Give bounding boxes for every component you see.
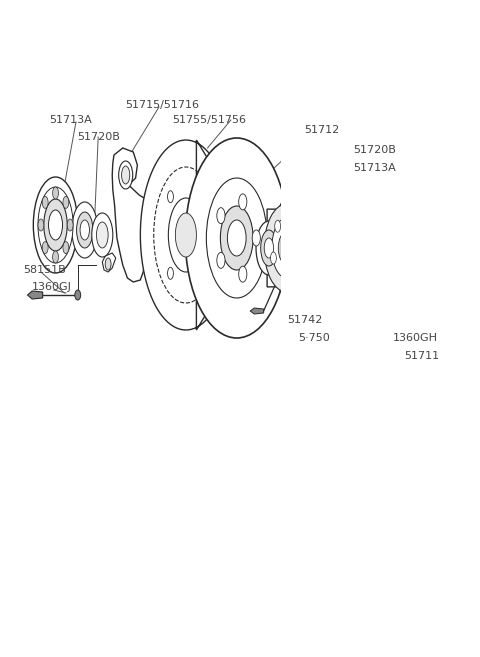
Text: 51755/51756: 51755/51756: [172, 115, 246, 125]
Ellipse shape: [96, 222, 108, 248]
Ellipse shape: [53, 187, 59, 199]
Ellipse shape: [67, 219, 73, 231]
Ellipse shape: [198, 267, 204, 279]
Ellipse shape: [217, 208, 225, 223]
Polygon shape: [102, 253, 116, 272]
Ellipse shape: [220, 206, 253, 270]
Ellipse shape: [121, 166, 130, 184]
Ellipse shape: [295, 226, 316, 270]
Ellipse shape: [44, 199, 67, 251]
Ellipse shape: [217, 252, 225, 268]
Ellipse shape: [261, 230, 277, 266]
Ellipse shape: [278, 232, 295, 264]
Text: 51720B: 51720B: [77, 132, 120, 142]
Polygon shape: [259, 193, 314, 303]
Ellipse shape: [72, 202, 97, 258]
Ellipse shape: [376, 243, 382, 253]
Polygon shape: [112, 148, 152, 282]
Ellipse shape: [53, 251, 59, 263]
Polygon shape: [250, 308, 264, 314]
Polygon shape: [140, 140, 225, 330]
Ellipse shape: [271, 252, 276, 264]
Ellipse shape: [324, 237, 335, 259]
Text: 51711: 51711: [405, 351, 440, 361]
Ellipse shape: [119, 161, 132, 189]
Text: 51742: 51742: [288, 315, 323, 325]
Text: 51713A: 51713A: [50, 115, 93, 125]
Ellipse shape: [105, 258, 111, 270]
Text: 1360GH: 1360GH: [393, 333, 438, 343]
Ellipse shape: [92, 213, 113, 257]
Ellipse shape: [33, 177, 78, 273]
Ellipse shape: [297, 249, 303, 261]
Ellipse shape: [319, 228, 340, 268]
Ellipse shape: [77, 212, 93, 248]
Ellipse shape: [239, 194, 247, 210]
Text: 51720B: 51720B: [354, 145, 396, 155]
Ellipse shape: [206, 178, 267, 298]
Ellipse shape: [228, 220, 246, 256]
Ellipse shape: [212, 230, 217, 240]
Ellipse shape: [264, 204, 309, 292]
Ellipse shape: [175, 213, 196, 257]
Text: 51715/51716: 51715/51716: [126, 100, 200, 110]
Polygon shape: [317, 220, 342, 276]
Ellipse shape: [319, 266, 324, 274]
Polygon shape: [27, 291, 43, 299]
Ellipse shape: [63, 242, 69, 254]
Ellipse shape: [252, 230, 260, 246]
Polygon shape: [365, 244, 377, 252]
Ellipse shape: [291, 219, 297, 231]
Ellipse shape: [264, 238, 274, 258]
Ellipse shape: [38, 187, 73, 263]
Ellipse shape: [38, 219, 44, 231]
Ellipse shape: [42, 242, 48, 254]
Ellipse shape: [284, 270, 290, 282]
Ellipse shape: [48, 210, 62, 240]
Text: 58151B: 58151B: [24, 265, 66, 275]
Ellipse shape: [319, 222, 324, 230]
Text: 1360GJ: 1360GJ: [32, 282, 72, 292]
Ellipse shape: [272, 218, 301, 278]
Ellipse shape: [239, 266, 247, 282]
Text: 5·750: 5·750: [298, 333, 330, 343]
Ellipse shape: [275, 220, 281, 232]
Ellipse shape: [75, 290, 81, 300]
Ellipse shape: [198, 191, 204, 203]
Ellipse shape: [256, 221, 282, 275]
Ellipse shape: [185, 138, 288, 338]
Text: 51713A: 51713A: [354, 163, 396, 173]
Ellipse shape: [168, 267, 173, 279]
Ellipse shape: [42, 196, 48, 208]
Ellipse shape: [168, 198, 204, 272]
Ellipse shape: [299, 235, 311, 261]
Text: 51712: 51712: [304, 125, 339, 135]
Ellipse shape: [168, 191, 173, 203]
Ellipse shape: [63, 196, 69, 208]
Ellipse shape: [80, 220, 89, 240]
